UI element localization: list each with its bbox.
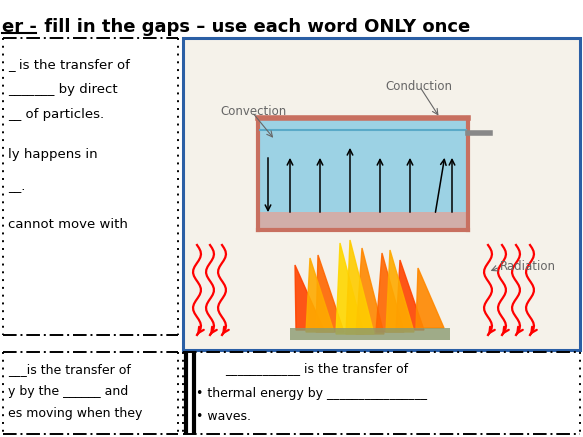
Text: __.: __. [8,180,26,193]
Text: Conduction: Conduction [385,80,452,93]
Polygon shape [376,253,404,332]
Polygon shape [416,268,444,328]
Text: ____________ is the transfer of: ____________ is the transfer of [225,362,408,375]
Text: Convection: Convection [220,105,286,118]
Text: y by the ______ and: y by the ______ and [8,385,128,398]
Polygon shape [336,243,364,334]
Bar [258,118,468,230]
Text: _______ by direct: _______ by direct [8,83,118,96]
Text: fill in the gaps – use each word ONLY once: fill in the gaps – use each word ONLY on… [38,18,470,36]
Text: __ of particles.: __ of particles. [8,108,104,121]
Text: ly happens in: ly happens in [8,148,97,161]
Polygon shape [396,260,424,330]
Text: ___is the transfer of: ___is the transfer of [8,363,131,376]
Polygon shape [356,248,384,334]
Text: • waves.: • waves. [196,410,251,423]
Text: Radiation: Radiation [500,260,556,273]
Polygon shape [346,240,374,334]
Bar [290,328,450,340]
Polygon shape [316,255,344,332]
Text: • thermal energy by ________________: • thermal energy by ________________ [196,387,427,400]
Text: er -: er - [2,18,37,36]
Text: cannot move with: cannot move with [8,218,128,231]
Bar [183,38,580,350]
Polygon shape [386,250,414,332]
Polygon shape [306,258,334,332]
Bar [258,212,468,230]
Text: _ is the transfer of: _ is the transfer of [8,58,130,71]
Text: es moving when they: es moving when they [8,407,142,420]
Polygon shape [295,265,324,330]
